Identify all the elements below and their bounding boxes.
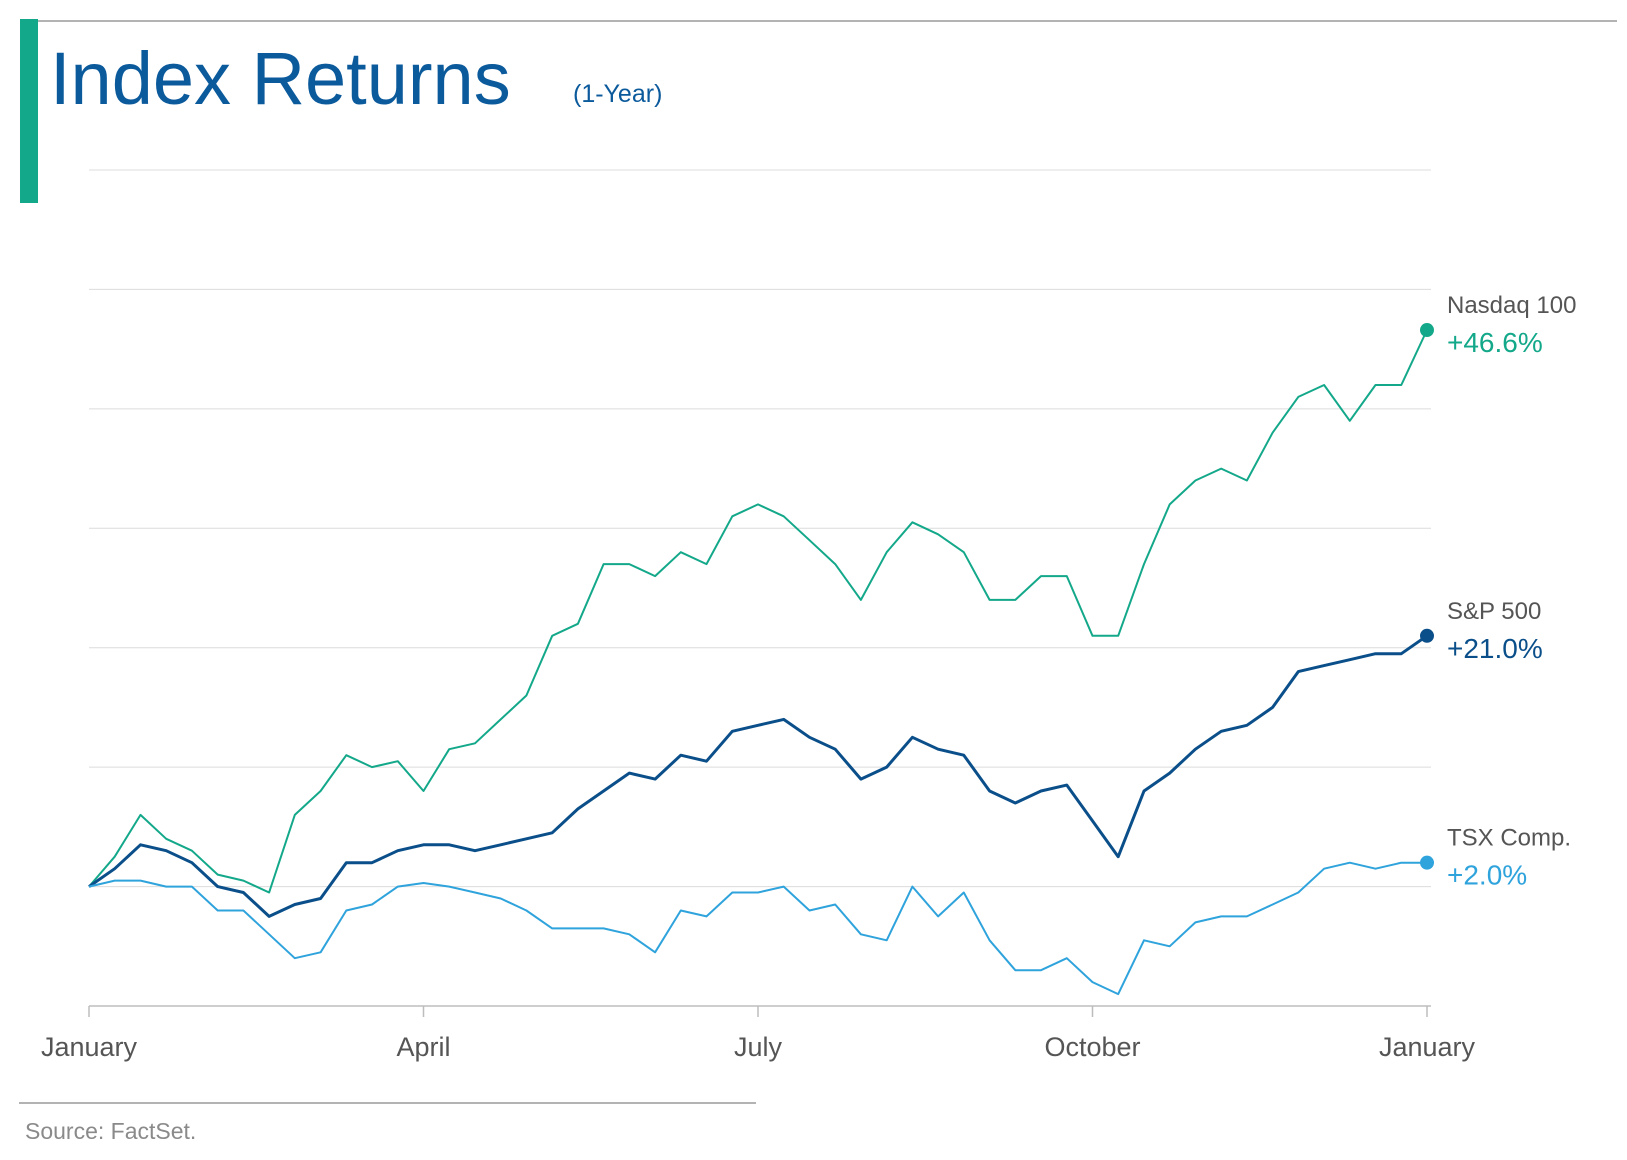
chart-subtitle: (1-Year) [573,80,662,108]
end-dot [1420,323,1434,338]
end-dot [1420,628,1434,643]
series-line [88,634,1428,918]
series-name: TSX Comp. [1447,825,1571,852]
series-line [88,329,1428,894]
x-tick-label: January [41,1032,138,1062]
series-line [88,861,1427,996]
x-tick-label: April [396,1032,450,1062]
end-dot [1420,855,1434,870]
x-tick-label: July [734,1032,783,1062]
x-tick-label: January [1379,1032,1476,1062]
x-tick-label: October [1044,1032,1140,1062]
series-name: Nasdaq 100 [1447,292,1576,319]
end-value-label: +21.0% [1447,633,1543,664]
series-name: S&P 500 [1447,598,1541,625]
end-value-label: +46.6% [1447,327,1543,358]
title-accent [20,19,38,203]
chart-title: Index Returns [50,37,511,120]
source-note: Source: FactSet. [25,1118,196,1144]
end-value-label: +2.0% [1447,860,1527,891]
